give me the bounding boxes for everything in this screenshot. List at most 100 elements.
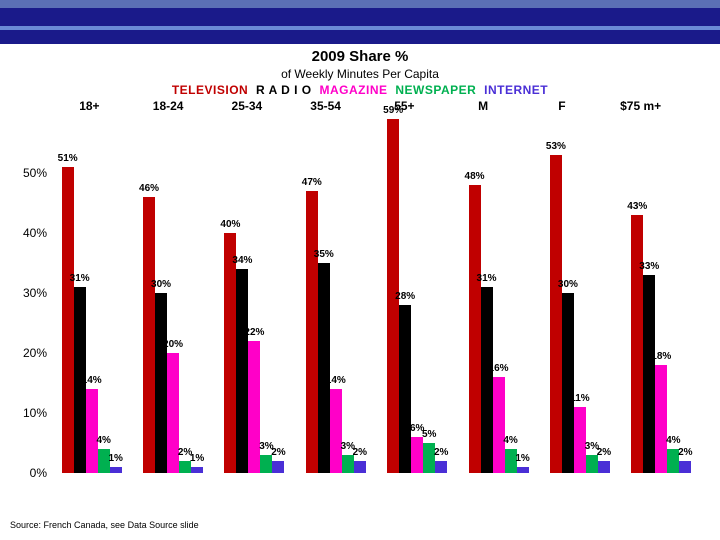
bar-group: 48%31%16%4%1% bbox=[458, 113, 539, 473]
bar-label: 30% bbox=[558, 279, 578, 290]
bar: 48% bbox=[469, 185, 481, 473]
bar-label: 30% bbox=[151, 279, 171, 290]
bar: 34% bbox=[236, 269, 248, 473]
chart-area: 51%31%14%4%1%46%30%20%2%1%40%34%22%3%2%4… bbox=[50, 113, 702, 474]
category-label: F bbox=[523, 99, 602, 113]
bar: 2% bbox=[272, 461, 284, 473]
bar: 18% bbox=[655, 365, 667, 473]
category-label: M bbox=[444, 99, 523, 113]
category-label: 55+ bbox=[365, 99, 444, 113]
bar: 40% bbox=[224, 233, 236, 473]
bar-label: 34% bbox=[232, 255, 252, 266]
bar: 6% bbox=[411, 437, 423, 473]
bar: 11% bbox=[574, 407, 586, 473]
header-bands bbox=[0, 0, 720, 44]
bar-label: 1% bbox=[515, 453, 529, 464]
bar-label: 20% bbox=[163, 339, 183, 350]
bar-group: 43%33%18%4%2% bbox=[621, 113, 702, 473]
bar-label: 11% bbox=[570, 393, 589, 404]
y-tick-label: 10% bbox=[9, 406, 47, 420]
bar-label: 14% bbox=[326, 375, 346, 386]
bar-label: 59% bbox=[383, 105, 403, 116]
bar-label: 53% bbox=[546, 141, 566, 152]
bar: 51% bbox=[62, 167, 74, 473]
bar-group: 46%30%20%2%1% bbox=[132, 113, 213, 473]
bar-group: 51%31%14%4%1% bbox=[51, 113, 132, 473]
bar-label: 2% bbox=[271, 447, 285, 458]
bar-label: 47% bbox=[302, 177, 322, 188]
bar: 35% bbox=[318, 263, 330, 473]
bar: 30% bbox=[155, 293, 167, 473]
bar-label: 2% bbox=[434, 447, 448, 458]
bar: 2% bbox=[354, 461, 366, 473]
bar-label: 4% bbox=[96, 435, 110, 446]
bar-label: 46% bbox=[139, 183, 159, 194]
bar: 14% bbox=[330, 389, 342, 473]
category-label: 35-54 bbox=[286, 99, 365, 113]
legend-item: TELEVISION bbox=[172, 83, 248, 97]
y-tick-label: 20% bbox=[9, 346, 47, 360]
bar-label: 5% bbox=[422, 429, 436, 440]
bar-label: 40% bbox=[220, 219, 240, 230]
bar-label: 31% bbox=[70, 273, 90, 284]
y-tick-label: 40% bbox=[9, 226, 47, 240]
y-tick-label: 0% bbox=[9, 466, 47, 480]
bar-label: 18% bbox=[651, 351, 671, 362]
category-label: 18-24 bbox=[129, 99, 208, 113]
bar: 16% bbox=[493, 377, 505, 473]
y-tick-label: 30% bbox=[9, 286, 47, 300]
bar-label: 22% bbox=[244, 327, 264, 338]
bar-label: 2% bbox=[597, 447, 611, 458]
bar: 46% bbox=[143, 197, 155, 473]
header-band bbox=[0, 0, 720, 8]
category-axis-labels: 18+18-2425-3435-5455+MF$75 m+ bbox=[50, 99, 680, 113]
bar-label: 35% bbox=[314, 249, 334, 260]
legend: TELEVISION R A D I O MAGAZINE NEWSPAPER … bbox=[0, 83, 720, 97]
category-label: 18+ bbox=[50, 99, 129, 113]
bar: 2% bbox=[435, 461, 447, 473]
bar-label: 33% bbox=[639, 261, 659, 272]
bar-group: 53%30%11%3%2% bbox=[539, 113, 620, 473]
bar-groups: 51%31%14%4%1%46%30%20%2%1%40%34%22%3%2%4… bbox=[51, 113, 702, 473]
bar-group: 40%34%22%3%2% bbox=[214, 113, 295, 473]
header-band bbox=[0, 30, 720, 44]
bar-label: 4% bbox=[503, 435, 517, 446]
bar: 2% bbox=[679, 461, 691, 473]
legend-item: R A D I O bbox=[256, 83, 312, 97]
bar-label: 48% bbox=[465, 171, 485, 182]
bar-label: 4% bbox=[666, 435, 680, 446]
bar-group: 47%35%14%3%2% bbox=[295, 113, 376, 473]
bar: 14% bbox=[86, 389, 98, 473]
bar: 1% bbox=[517, 467, 529, 473]
bar-label: 1% bbox=[190, 453, 204, 464]
bar: 33% bbox=[643, 275, 655, 473]
source-footer: Source: French Canada, see Data Source s… bbox=[10, 520, 199, 530]
bar-label: 28% bbox=[395, 291, 415, 302]
category-label: 25-34 bbox=[208, 99, 287, 113]
chart-wrap: 51%31%14%4%1%46%30%20%2%1%40%34%22%3%2%4… bbox=[8, 113, 712, 474]
y-tick-label: 50% bbox=[9, 166, 47, 180]
bar-group: 59%28%6%5%2% bbox=[377, 113, 458, 473]
legend-item: NEWSPAPER bbox=[395, 83, 476, 97]
bar: 53% bbox=[550, 155, 562, 473]
bar: 2% bbox=[598, 461, 610, 473]
bar-label: 1% bbox=[108, 453, 122, 464]
bar: 31% bbox=[481, 287, 493, 473]
bar: 47% bbox=[306, 191, 318, 473]
bar-label: 51% bbox=[58, 153, 78, 164]
bar: 28% bbox=[399, 305, 411, 473]
bar-label: 2% bbox=[678, 447, 692, 458]
header-band bbox=[0, 8, 720, 26]
chart-title: 2009 Share % bbox=[0, 48, 720, 65]
chart-subtitle: of Weekly Minutes Per Capita bbox=[0, 67, 720, 81]
bar-label: 14% bbox=[82, 375, 102, 386]
legend-item: MAGAZINE bbox=[320, 83, 388, 97]
bar-label: 2% bbox=[353, 447, 367, 458]
bar-label: 16% bbox=[489, 363, 509, 374]
bar-label: 43% bbox=[627, 201, 647, 212]
bar: 43% bbox=[631, 215, 643, 473]
category-label: $75 m+ bbox=[601, 99, 680, 113]
bar: 1% bbox=[110, 467, 122, 473]
bar-label: 31% bbox=[477, 273, 497, 284]
bar: 22% bbox=[248, 341, 260, 473]
